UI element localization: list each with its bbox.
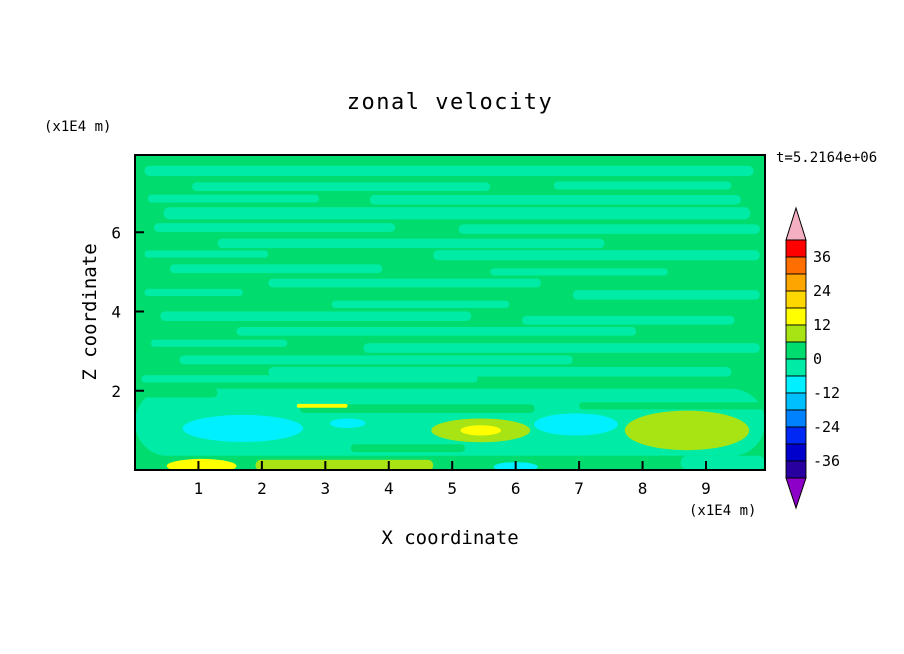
contour-streak xyxy=(141,375,478,383)
x-axis-label: X coordinate xyxy=(381,527,519,549)
contour-streak xyxy=(268,366,732,377)
contour-field xyxy=(135,155,765,470)
contour-streak xyxy=(299,404,535,413)
colorbar-band xyxy=(785,239,807,258)
contour-streak xyxy=(350,444,465,453)
contour-streak xyxy=(490,268,668,276)
y-axis-label: Z coordinate xyxy=(79,243,101,381)
colorbar-tick-label: -24 xyxy=(813,418,840,436)
contour-streak xyxy=(147,194,319,203)
contour-streak xyxy=(458,224,760,234)
colorbar-over-arrow xyxy=(785,206,807,241)
colorbar-band xyxy=(785,273,807,292)
contour-streak xyxy=(579,402,765,410)
contour-streak xyxy=(144,288,243,297)
colorbar-band xyxy=(785,392,807,411)
contour-streak xyxy=(144,250,269,258)
x-tick-label: 4 xyxy=(384,479,394,498)
colorbar-tick-label: 0 xyxy=(813,350,822,368)
contour-blob xyxy=(460,425,502,436)
contour-streak xyxy=(217,238,605,249)
contour-streak xyxy=(169,264,383,274)
contour-streak xyxy=(163,207,751,220)
colorbar-tick-label: -12 xyxy=(813,384,840,402)
contour-streak xyxy=(572,290,760,300)
contour-streak xyxy=(135,387,218,398)
colorbar-band xyxy=(785,358,807,377)
x-tick-label: 7 xyxy=(574,479,584,498)
colorbar-band xyxy=(785,460,807,479)
colorbar-under-arrow xyxy=(785,477,807,510)
contour-blob xyxy=(624,410,750,451)
x-axis-units: (x1E4 m) xyxy=(689,503,757,519)
colorbar-band xyxy=(785,290,807,309)
y-tick-label: 4 xyxy=(111,303,121,322)
colorbar-band xyxy=(785,426,807,445)
contour-streak xyxy=(680,455,765,470)
colorbar: 36 24 12 0 -12 -24 -36 xyxy=(785,206,840,510)
chart-title: zonal velocity xyxy=(346,90,554,115)
x-tick-label: 5 xyxy=(447,479,457,498)
colorbar-band xyxy=(785,341,807,360)
x-tick-label: 2 xyxy=(257,479,267,498)
contour-streak xyxy=(522,315,735,325)
contour-streak xyxy=(150,339,288,347)
contour-streak xyxy=(160,311,472,322)
x-tick-label: 1 xyxy=(194,479,204,498)
contour-streak xyxy=(179,355,573,365)
x-tick-label: 6 xyxy=(511,479,521,498)
contour-blob xyxy=(182,414,304,442)
contour-streak xyxy=(363,343,760,353)
contour-blob xyxy=(329,418,366,428)
colorbar-band xyxy=(785,409,807,428)
contour-streak xyxy=(144,165,754,176)
contour-streak xyxy=(268,278,542,288)
y-axis-units: (x1E4 m) xyxy=(44,119,112,135)
y-tick-label: 6 xyxy=(111,223,121,242)
contour-streak xyxy=(154,223,396,232)
timestamp-label: t=5.2164e+06 xyxy=(776,150,878,166)
contour-streak xyxy=(192,182,491,192)
colorbar-band xyxy=(785,307,807,326)
contour-blob xyxy=(166,458,237,470)
contour-streak xyxy=(331,300,510,308)
x-tick-label: 8 xyxy=(638,479,648,498)
x-tick-label: 9 xyxy=(701,479,711,498)
colorbar-band xyxy=(785,375,807,394)
contour-streak xyxy=(236,326,637,336)
colorbar-band xyxy=(785,256,807,275)
colorbar-tick-label: 12 xyxy=(813,316,831,334)
contour-blob xyxy=(534,413,618,436)
x-tick-label: 3 xyxy=(321,479,331,498)
contour-streak xyxy=(369,195,741,205)
contour-streak xyxy=(433,250,760,261)
contour-streak xyxy=(296,403,348,408)
colorbar-band xyxy=(785,443,807,462)
y-tick-label: 2 xyxy=(111,382,121,401)
colorbar-tick-label: -36 xyxy=(813,452,840,470)
colorbar-tick-label: 24 xyxy=(813,282,831,300)
colorbar-band xyxy=(785,324,807,343)
contour-streak xyxy=(553,181,732,190)
colorbar-tick-label: 36 xyxy=(813,248,831,266)
